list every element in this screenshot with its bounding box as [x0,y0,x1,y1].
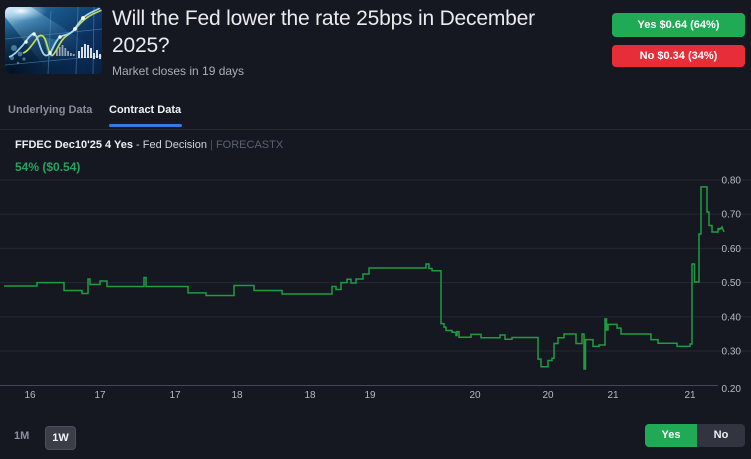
svg-text:17: 17 [94,390,106,401]
svg-text:18: 18 [304,390,316,401]
svg-text:0.50: 0.50 [722,278,742,289]
svg-text:20: 20 [469,390,481,401]
svg-text:0.40: 0.40 [722,312,742,323]
svg-text:0.30: 0.30 [722,347,742,358]
svg-text:0.70: 0.70 [722,210,742,221]
svg-text:21: 21 [684,390,696,401]
svg-text:21: 21 [607,390,619,401]
svg-text:16: 16 [24,390,36,401]
svg-text:0.20: 0.20 [722,384,742,395]
svg-text:18: 18 [231,390,243,401]
svg-text:0.60: 0.60 [722,244,742,255]
svg-text:0.80: 0.80 [722,176,742,187]
svg-text:17: 17 [169,390,181,401]
svg-text:20: 20 [542,390,554,401]
svg-text:19: 19 [364,390,376,401]
